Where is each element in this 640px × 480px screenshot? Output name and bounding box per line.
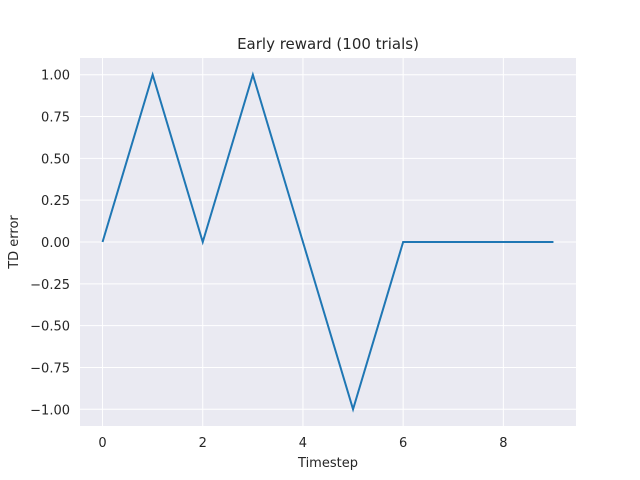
y-axis-label: TD error [7, 215, 22, 270]
y-tick-label: 1.00 [41, 69, 70, 84]
y-tick-label: 0.75 [41, 111, 70, 126]
x-tick-label: 8 [499, 436, 507, 451]
x-tick-label: 2 [199, 436, 207, 451]
y-tick-label: −0.25 [30, 278, 70, 293]
y-tick-label: 0.00 [41, 236, 70, 251]
x-axis-label: Timestep [297, 456, 358, 471]
chart-title: Early reward (100 trials) [237, 35, 419, 53]
x-tick-label: 0 [98, 436, 106, 451]
x-axis-ticks: 0 2 4 6 8 [98, 436, 507, 451]
y-tick-label: −0.75 [30, 361, 70, 376]
y-axis-ticks: −1.00 −0.75 −0.50 −0.25 0.00 0.25 0.50 0.75 1.00 [30, 69, 70, 419]
series-line-td-error [101, 71, 554, 413]
y-tick-label: 0.50 [41, 152, 70, 167]
y-tick-label: −1.00 [30, 403, 70, 418]
y-tick-label: 0.25 [41, 194, 70, 209]
series-layer [101, 71, 554, 413]
x-tick-label: 6 [399, 436, 407, 451]
x-tick-label: 4 [299, 436, 307, 451]
y-tick-label: −0.50 [30, 320, 70, 335]
